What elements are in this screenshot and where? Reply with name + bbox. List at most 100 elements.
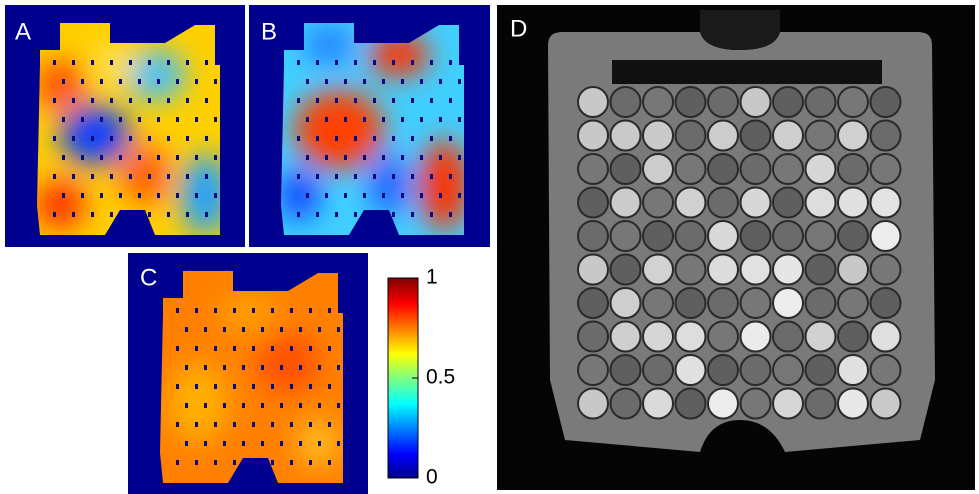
dot [316,60,319,65]
dot [261,327,264,332]
dot [382,155,385,160]
dot [363,193,366,198]
dot [337,441,340,446]
dot [449,98,452,103]
tube [871,288,901,318]
tube [708,389,738,419]
tube [611,288,641,318]
dot [185,327,188,332]
dot [53,98,56,103]
dot [316,98,319,103]
tube [611,355,641,385]
tube [643,221,673,251]
dot [354,60,357,65]
dot [242,365,245,370]
dot [176,117,179,122]
tube [676,255,706,285]
tube [838,322,868,352]
dot [129,136,132,141]
tube [838,188,868,218]
tube [871,221,901,251]
dot [233,308,236,313]
tube [643,322,673,352]
tube [773,154,803,184]
dot [328,346,331,351]
dot [420,155,423,160]
dot [430,136,433,141]
dot [297,98,300,103]
dot [328,460,331,465]
tick-label: 1 [426,266,438,289]
dot [233,422,236,427]
tube [741,87,771,117]
tube [838,221,868,251]
tube [871,121,901,151]
dot [458,79,461,84]
dot [214,308,217,313]
dot [325,193,328,198]
tube [741,221,771,251]
dot [373,98,376,103]
dot [309,384,312,389]
dot [430,98,433,103]
panel-label: C [140,264,157,291]
dot [195,117,198,122]
dot [344,155,347,160]
dot [167,212,170,217]
tube [741,255,771,285]
dot [176,460,179,465]
dot [335,212,338,217]
dot [335,60,338,65]
tube [708,288,738,318]
tube [676,389,706,419]
tube [676,121,706,151]
tube [578,87,608,117]
dot [299,441,302,446]
tube [708,188,738,218]
dot [119,79,122,84]
dot [280,365,283,370]
dot [62,155,65,160]
tube [676,221,706,251]
dot [306,193,309,198]
panel-b: B [249,5,490,247]
dot [458,193,461,198]
dot [205,212,208,217]
dot [214,193,217,198]
dot [119,193,122,198]
dot [280,441,283,446]
tube [676,87,706,117]
tube [773,188,803,218]
tube [806,322,836,352]
tube [838,87,868,117]
dot [309,346,312,351]
dot [318,441,321,446]
dot [261,403,264,408]
dot [119,155,122,160]
dot [167,60,170,65]
tube [578,121,608,151]
dot [186,174,189,179]
tube [611,255,641,285]
dot [411,98,414,103]
tube [871,154,901,184]
dot [458,155,461,160]
dot [157,79,160,84]
tube [838,255,868,285]
dot [72,98,75,103]
dot [439,193,442,198]
dot [204,327,207,332]
dot [439,79,442,84]
dot [195,384,198,389]
dot [401,193,404,198]
tube [578,154,608,184]
dot [306,117,309,122]
dot [382,193,385,198]
tube [838,355,868,385]
tube [611,87,641,117]
tube [708,87,738,117]
tube [773,87,803,117]
dot [309,308,312,313]
dot [205,136,208,141]
dot [91,174,94,179]
